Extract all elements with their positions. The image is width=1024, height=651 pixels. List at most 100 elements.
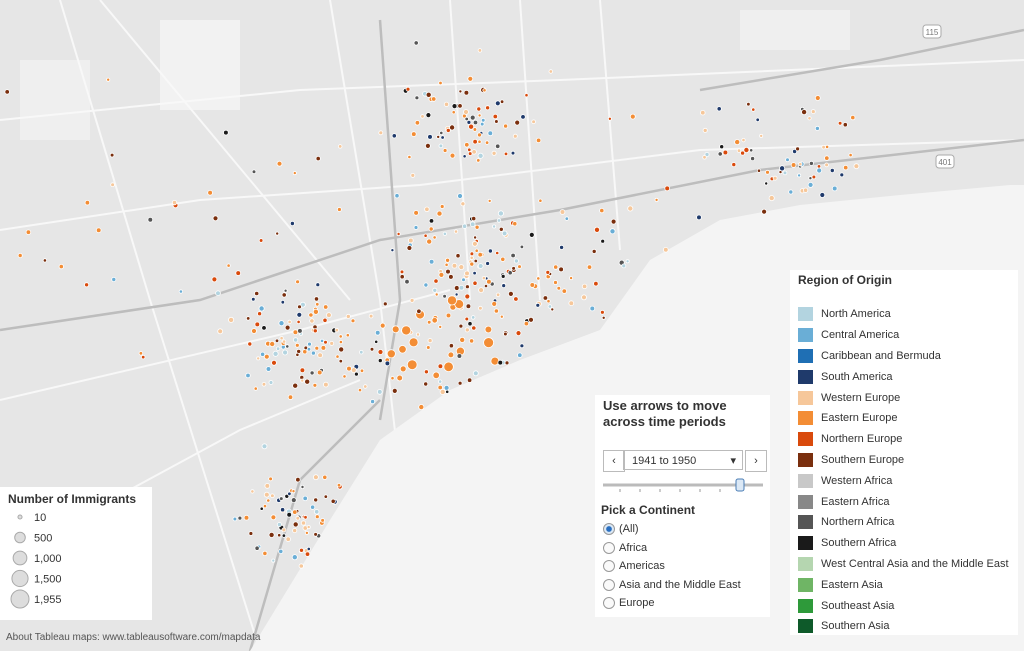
next-button[interactable]: › [745,450,767,472]
dot [285,536,291,542]
legend-label: Eastern Africa [821,495,890,508]
legend-item[interactable]: South America [798,366,1009,387]
legend-label: Southern Asia [821,620,890,633]
dot [811,174,817,180]
dot [323,494,328,499]
dot [396,231,401,236]
legend-item[interactable]: Central America [798,325,1009,346]
dot [481,275,486,281]
dot [278,320,285,327]
dot [515,330,522,337]
time-slider[interactable] [600,477,770,497]
dot [471,315,476,320]
dot [423,233,428,238]
dot [501,230,508,237]
legend-swatch [798,536,813,551]
dot [258,305,265,312]
dot [313,497,319,503]
legend-item[interactable]: Northern Europe [798,429,1009,450]
dot [550,307,555,312]
dot [359,368,365,373]
continent-options: (All) Africa Americas Asia and the Middle E… [603,520,741,613]
dot [256,356,261,361]
legend-swatch [798,452,813,467]
dot [535,137,542,144]
dot [600,309,605,315]
size-swatch [11,569,29,588]
dot [500,256,506,262]
dot [432,235,437,240]
dot [292,528,298,534]
radio-option[interactable]: Americas [603,557,741,576]
dot [824,162,829,168]
dot [467,75,474,82]
dot [519,343,525,349]
dot [609,228,616,235]
dot [376,389,383,395]
dot [423,282,429,288]
dot [466,377,473,383]
dot [717,151,723,157]
dot [842,122,848,128]
dot [345,333,350,338]
legend-label: Central America [821,329,900,342]
prev-button[interactable]: ‹ [603,450,625,472]
legend-item[interactable]: North America [798,304,1009,325]
radio-option[interactable]: (All) [603,520,741,539]
dot [303,515,308,520]
dot [308,312,314,318]
dot [445,268,451,275]
dot [298,563,304,569]
dot [462,154,467,159]
dot [495,250,500,256]
legend-item[interactable]: Western Africa [798,470,1009,491]
legend-item[interactable]: Southern Europe [798,450,1009,471]
dot [790,162,797,168]
legend-item[interactable]: Eastern Europe [798,408,1009,429]
filter-title: Pick a Continent [601,503,696,517]
legend-item[interactable]: Eastern Africa [798,491,1009,512]
dot [58,263,64,270]
legend-item[interactable]: Western Europe [798,387,1009,408]
radio-option[interactable]: Europe [603,594,741,613]
dot [782,170,788,176]
radio-option[interactable]: Africa [603,539,741,558]
dot [785,157,790,163]
dot [345,313,351,319]
dot [524,93,529,98]
dot [320,345,327,351]
period-dropdown[interactable]: 1941 to 1950 ▾ [623,450,743,470]
dot [312,474,319,481]
legend-item[interactable]: Eastern Asia [798,574,1009,595]
dot [283,288,288,293]
dot [821,144,826,150]
radio-button [603,578,615,591]
dot [589,305,596,312]
dot [511,266,516,271]
legend-item[interactable]: Caribbean and Bermuda [798,346,1009,367]
legend-item[interactable]: West Central Asia and the Middle East [798,554,1009,575]
dot [294,342,300,348]
dot [564,216,569,221]
dot [401,325,412,336]
dot [469,255,474,260]
legend-item[interactable]: Southern Asia [798,616,1009,637]
dot [750,156,756,162]
dot [309,504,316,510]
legend-item[interactable]: Southern Africa [798,533,1009,554]
radio-option[interactable]: Asia and the Middle East [603,576,741,595]
legend-label: Caribbean and Bermuda [821,349,941,362]
legend-label: Southern Europe [821,453,905,466]
dot [535,302,541,308]
dot [398,345,407,354]
dot [178,289,183,294]
dot [740,150,746,156]
legend-label: Northern Europe [821,433,903,446]
legend-item[interactable]: Northern Africa [798,512,1009,533]
dot [484,325,493,334]
legend-item[interactable]: Southeast Asia [798,595,1009,616]
dot [751,107,756,112]
dot [472,127,478,132]
size-swatch [10,589,30,609]
